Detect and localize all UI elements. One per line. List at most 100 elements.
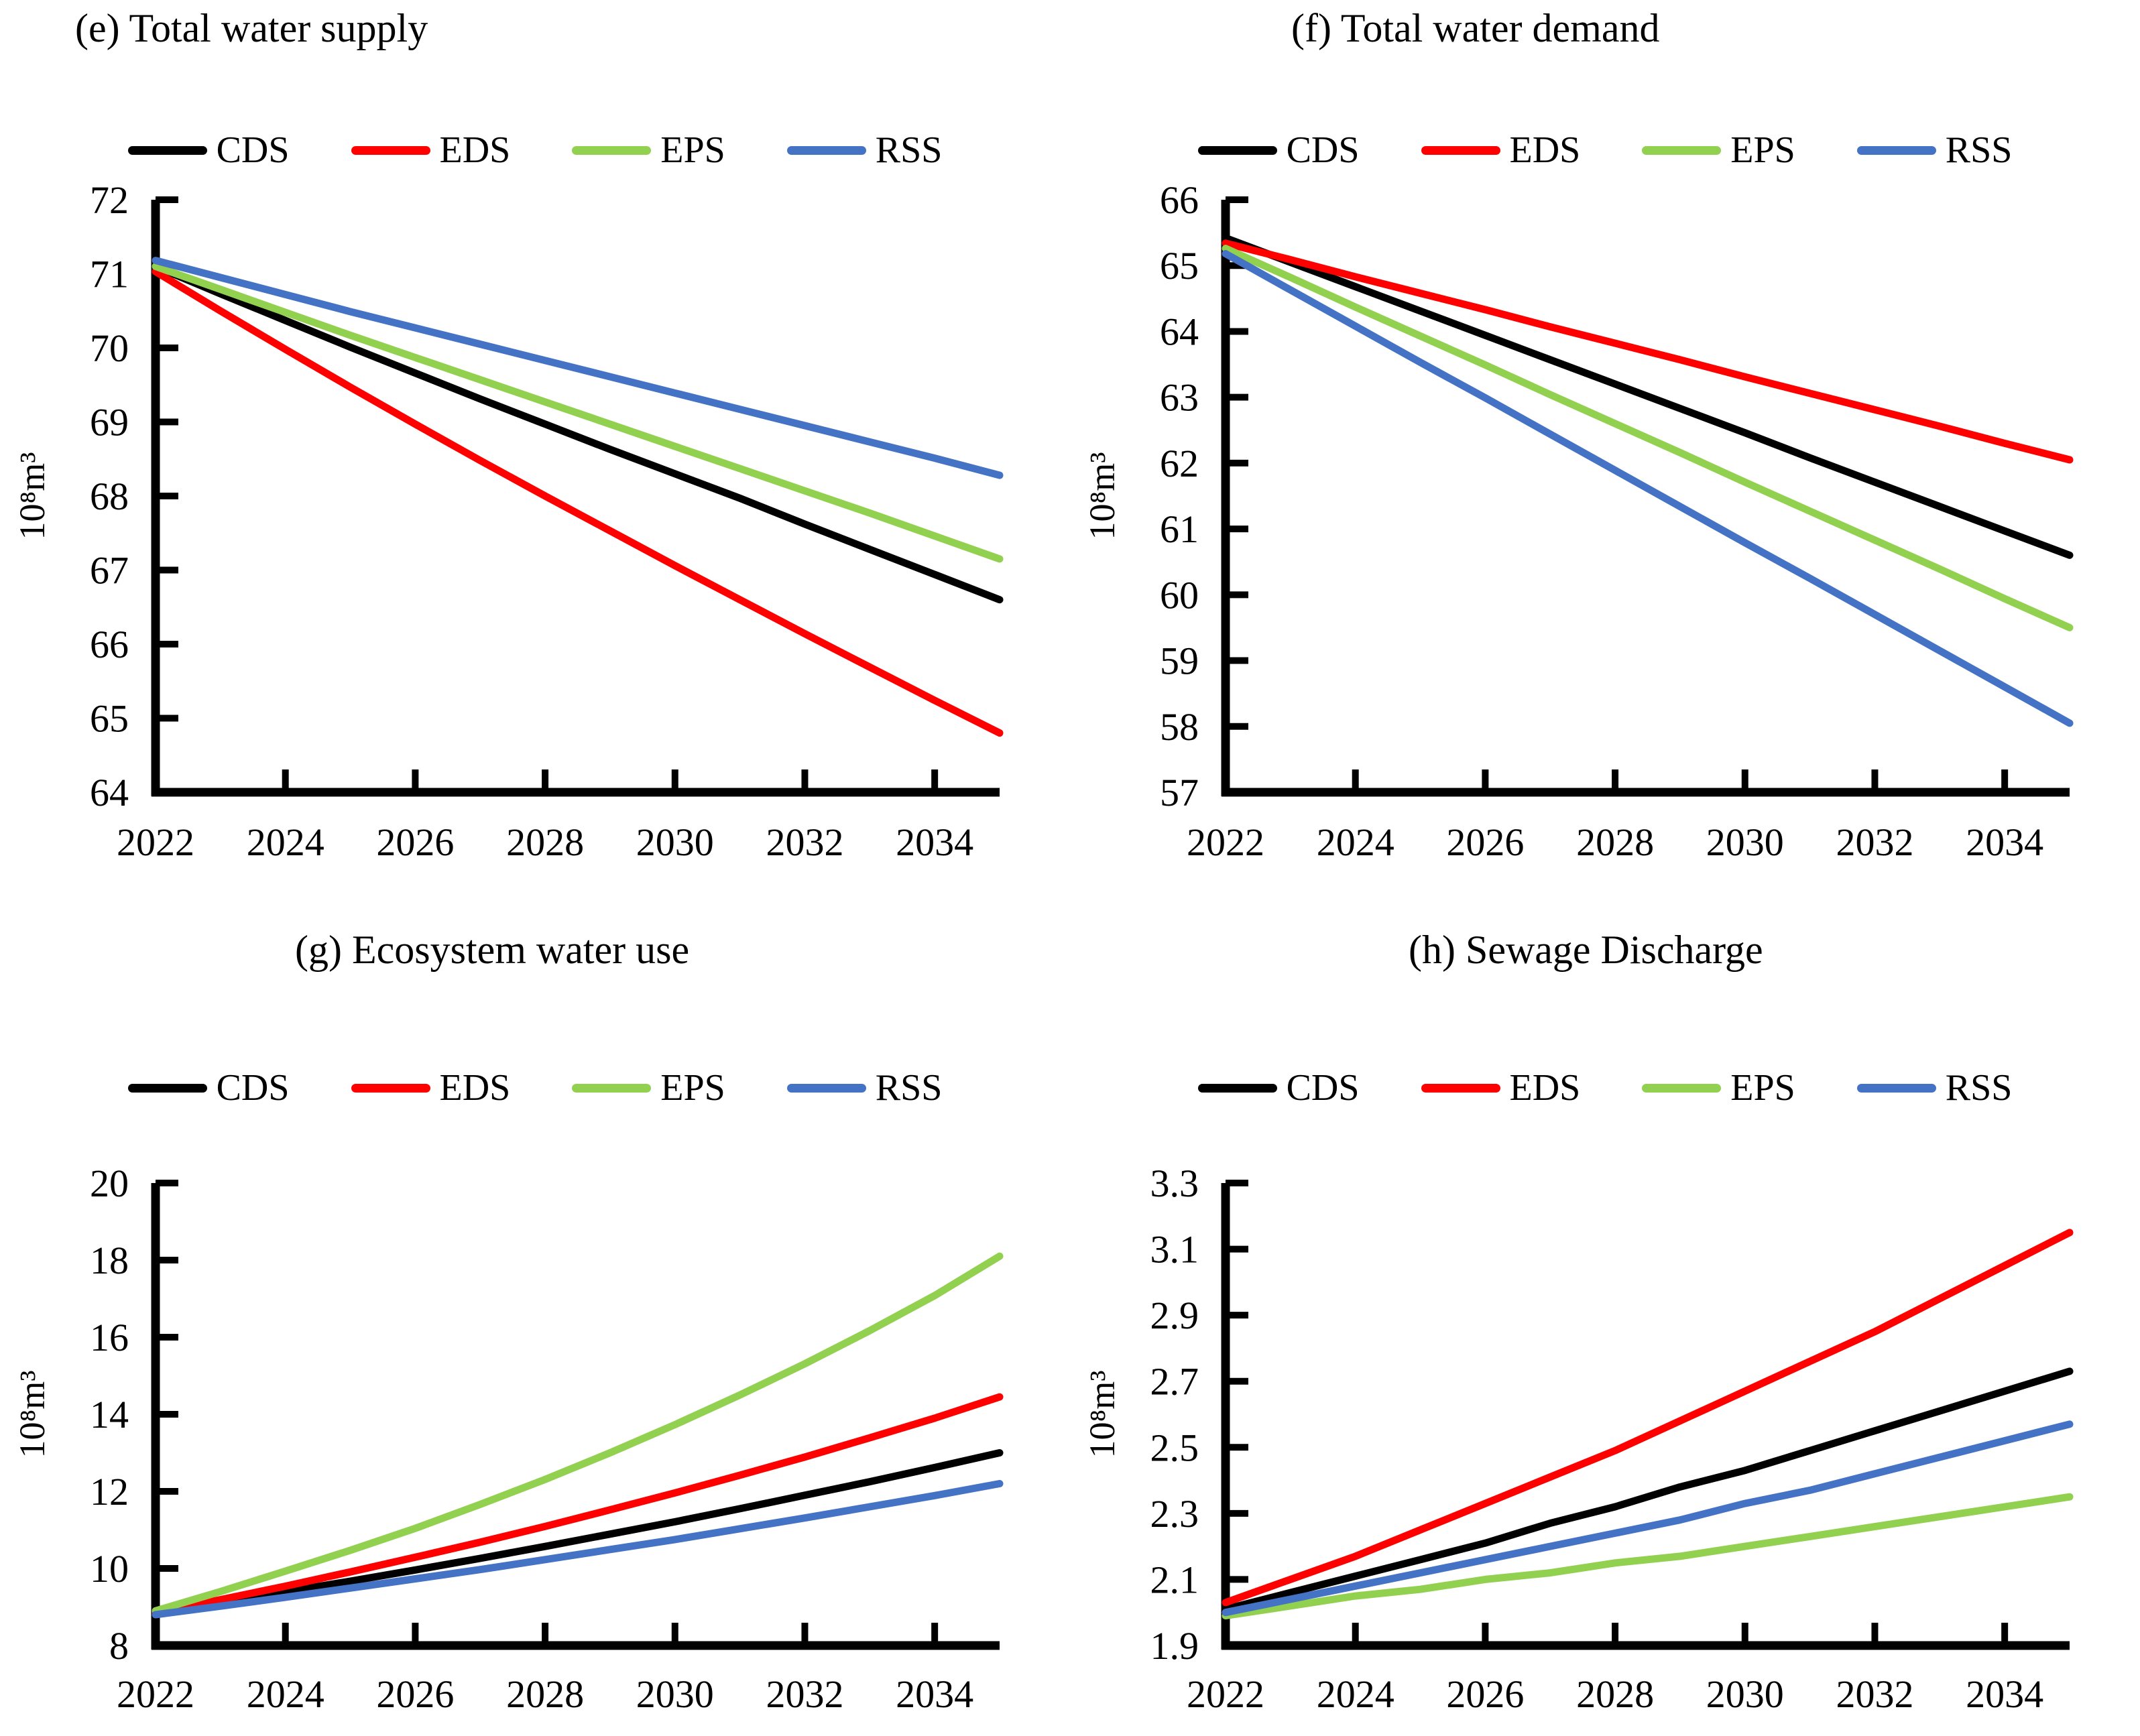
y-tick-label: 8 [109,1624,129,1668]
y-tick-label: 16 [90,1316,129,1359]
x-tick-label: 2034 [896,1672,973,1716]
y-tick-label: 61 [1160,507,1199,551]
y-tick-label: 66 [90,623,129,666]
y-tick-label: 10 [90,1547,129,1591]
x-tick-label: 2026 [376,1672,454,1716]
legend-item-eds: EDS [351,1067,511,1109]
legend-line-swatch-rss [1856,145,1936,155]
y-tick-label: 67 [90,549,129,593]
legend-label: CDS [1286,1067,1360,1109]
chart-svg: 8 10 12 14 16 18 20 2022 2024 2026 2028 2030 2032 203… [12,1162,1004,1716]
legend-label: EPS [1730,129,1795,171]
chart-svg: 1.9 2.1 2.3 2.5 2.7 2.9 3.1 3.3 2022 2024 2026 2028… [1082,1162,2074,1716]
y-tick-label: 71 [90,253,129,296]
legend-item-eps: EPS [1642,131,1795,169]
panel-total-water-supply: 64 65 66 67 68 69 70 71 72 2022 2024 2026 2028 2030 20… [0,0,1070,868]
x-tick-label: 2034 [1966,1672,2043,1716]
legend-item-rss: RSS [1856,131,2012,169]
legend-label: EPS [1730,1067,1795,1109]
legend-line-swatch-cds [1197,1083,1277,1093]
series-line-eds [1222,239,2074,464]
legend-line-swatch-eps [1642,1083,1722,1093]
panel-title: (f) Total water demand [1291,6,1660,50]
legend-label: RSS [1945,1067,2013,1109]
legend-item-cds: CDS [127,1069,290,1107]
x-tick-label: 2030 [636,820,714,864]
x-tick-label: 2032 [1836,820,1913,864]
legend: CDS EDS EPS RSS [27,1069,1043,1107]
legend-line-swatch-rss [1856,1083,1936,1093]
panel-total-water-demand: 57 58 59 60 61 62 63 64 65 66 2022 2024 2026 2028 2030… [1070,0,2140,868]
x-tick-label: 2032 [766,1672,843,1716]
x-tick-label: 2024 [247,1672,324,1716]
x-tick-label: 2032 [1836,1672,1913,1716]
x-tick-label: 2026 [1446,820,1524,864]
y-tick-label: 14 [90,1393,129,1436]
y-tick-label: 70 [90,326,129,370]
y-tick-label: 69 [90,401,129,444]
legend-label: EDS [1509,129,1581,171]
series-line-eps [152,263,1004,563]
panel-ecosystem-water-use: 8 10 12 14 16 18 20 2022 2024 2026 2028 2030 2032 203… [0,868,1070,1736]
legend-item-eds: EDS [1421,129,1581,171]
x-tick-label: 2028 [1576,1672,1654,1716]
legend-item-eps: EPS [572,131,725,169]
legend-line-swatch-eps [572,1083,652,1093]
y-tick-label: 57 [1160,771,1199,814]
legend-line-swatch-cds [1197,145,1277,155]
series-line-eps [152,1252,1004,1615]
legend-line-swatch-eps [1642,145,1722,155]
legend: CDS EDS EPS RSS [1097,131,2113,169]
legend-line-swatch-cds [127,1083,207,1093]
y-tick-label: 62 [1160,442,1199,485]
y-axis-unit-label: 10⁸m³ [12,452,52,540]
legend-item-cds: CDS [127,131,290,169]
legend: CDS EDS EPS RSS [27,131,1043,169]
chart-svg: 57 58 59 60 61 62 63 64 65 66 2022 2024 2026 2028 2030… [1082,178,2074,864]
series-line-cds [152,263,1004,604]
legend: CDS EDS EPS RSS [1097,1069,2113,1107]
legend-line-swatch-eds [1421,1083,1500,1093]
series-line-rss [1222,250,2074,727]
x-tick-label: 2022 [1187,1672,1264,1716]
series-line-eds [152,267,1004,737]
y-tick-label: 58 [1160,705,1199,749]
y-tick-label: 59 [1160,639,1199,683]
x-tick-label: 2030 [1706,1672,1784,1716]
x-tick-label: 2022 [117,1672,194,1716]
series-line-eds [152,1393,1004,1617]
legend-item-eps: EPS [572,1069,725,1107]
series-line-rss [152,257,1004,479]
legend-label: EDS [1509,1067,1581,1109]
legend-line-swatch-rss [786,1083,866,1093]
y-tick-label: 3.1 [1150,1228,1199,1272]
x-tick-label: 2024 [1317,1672,1394,1716]
series-line-eps [1222,245,2074,631]
panel-title: (e) Total water supply [75,6,428,50]
legend-label: CDS [1286,129,1360,171]
series-line-eds [1222,1229,2074,1607]
y-tick-label: 20 [90,1162,129,1205]
chart-svg: 64 65 66 67 68 69 70 71 72 2022 2024 2026 2028 2030 20… [12,178,1004,864]
y-tick-label: 1.9 [1150,1624,1199,1668]
y-tick-label: 65 [1160,244,1199,288]
y-tick-label: 60 [1160,573,1199,617]
legend-label: RSS [875,1067,943,1109]
y-tick-label: 2.9 [1150,1294,1199,1337]
legend-label: EDS [439,1067,511,1109]
panel-title: (h) Sewage Discharge [1409,928,1763,972]
x-tick-label: 2034 [1966,820,2043,864]
series-line-cds [152,1449,1004,1617]
legend-item-rss: RSS [786,1067,943,1109]
y-tick-label: 68 [90,475,129,518]
panel-title: (g) Ecosystem water use [295,928,690,972]
x-tick-label: 2030 [636,1672,714,1716]
legend-line-swatch-eps [572,145,652,155]
series-line-rss [152,1480,1004,1619]
series-line-cds [1222,234,2074,559]
series-line-eps [1222,1493,2074,1620]
x-tick-label: 2034 [896,820,973,864]
legend-line-swatch-cds [127,145,207,155]
x-tick-label: 2028 [1576,820,1654,864]
legend-line-swatch-eds [351,1083,430,1093]
